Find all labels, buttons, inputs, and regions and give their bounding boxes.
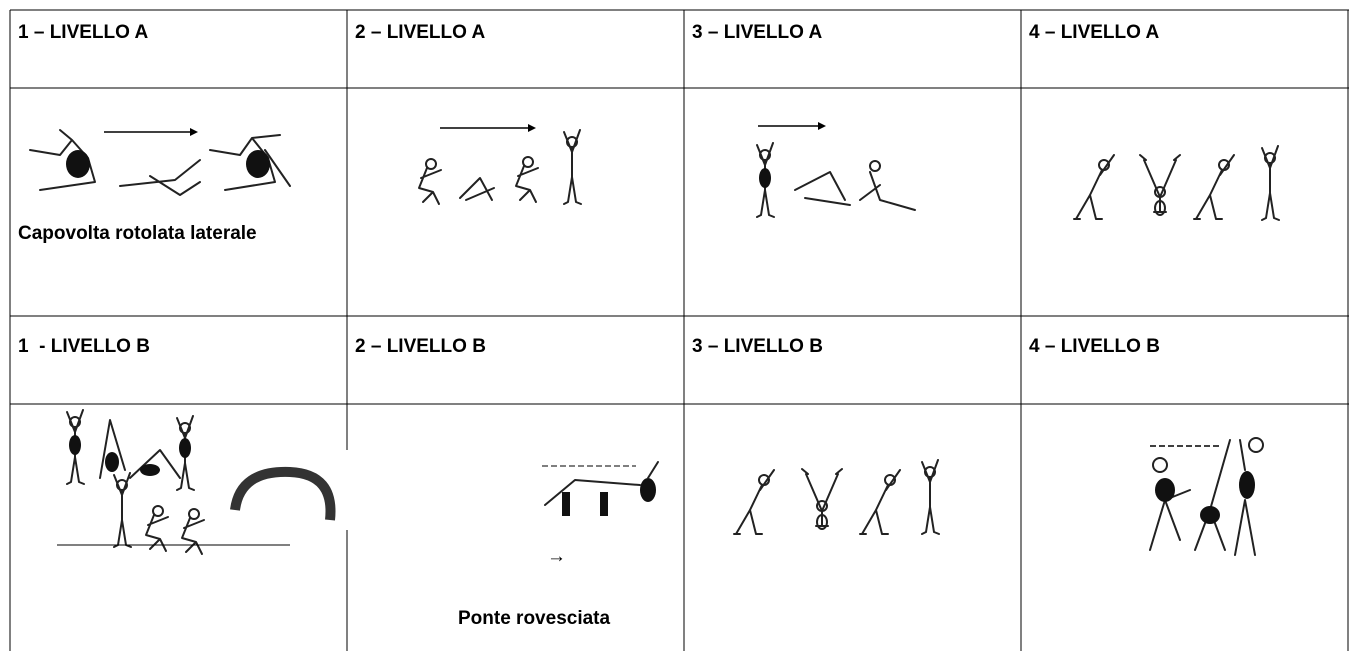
cell-header: 2 – LIVELLO A bbox=[355, 22, 486, 43]
illustration bbox=[418, 129, 582, 205]
cell-header: 3 – LIVELLO B bbox=[692, 336, 823, 357]
cell-caption: Capovolta rotolata laterale bbox=[18, 223, 257, 244]
illustration bbox=[756, 142, 916, 218]
cell-header: 4 – LIVELLO A bbox=[1029, 22, 1160, 43]
motion-arrows bbox=[104, 122, 1222, 467]
cell-header: 2 – LIVELLO B bbox=[355, 336, 486, 357]
cell-header: 4 – LIVELLO B bbox=[1029, 336, 1160, 357]
illustration bbox=[544, 461, 659, 516]
illustration bbox=[29, 129, 291, 196]
cell-header: 3 – LIVELLO A bbox=[692, 22, 823, 43]
cell-caption: Ponte rovesciata bbox=[458, 608, 611, 629]
illustration bbox=[1149, 437, 1264, 556]
illustration bbox=[57, 409, 352, 555]
table-grid bbox=[9, 9, 1349, 651]
cell-header: 1 - LIVELLO B bbox=[18, 336, 150, 357]
cell-header: 1 – LIVELLO A bbox=[18, 22, 149, 43]
arrow-symbol: → bbox=[547, 546, 566, 567]
